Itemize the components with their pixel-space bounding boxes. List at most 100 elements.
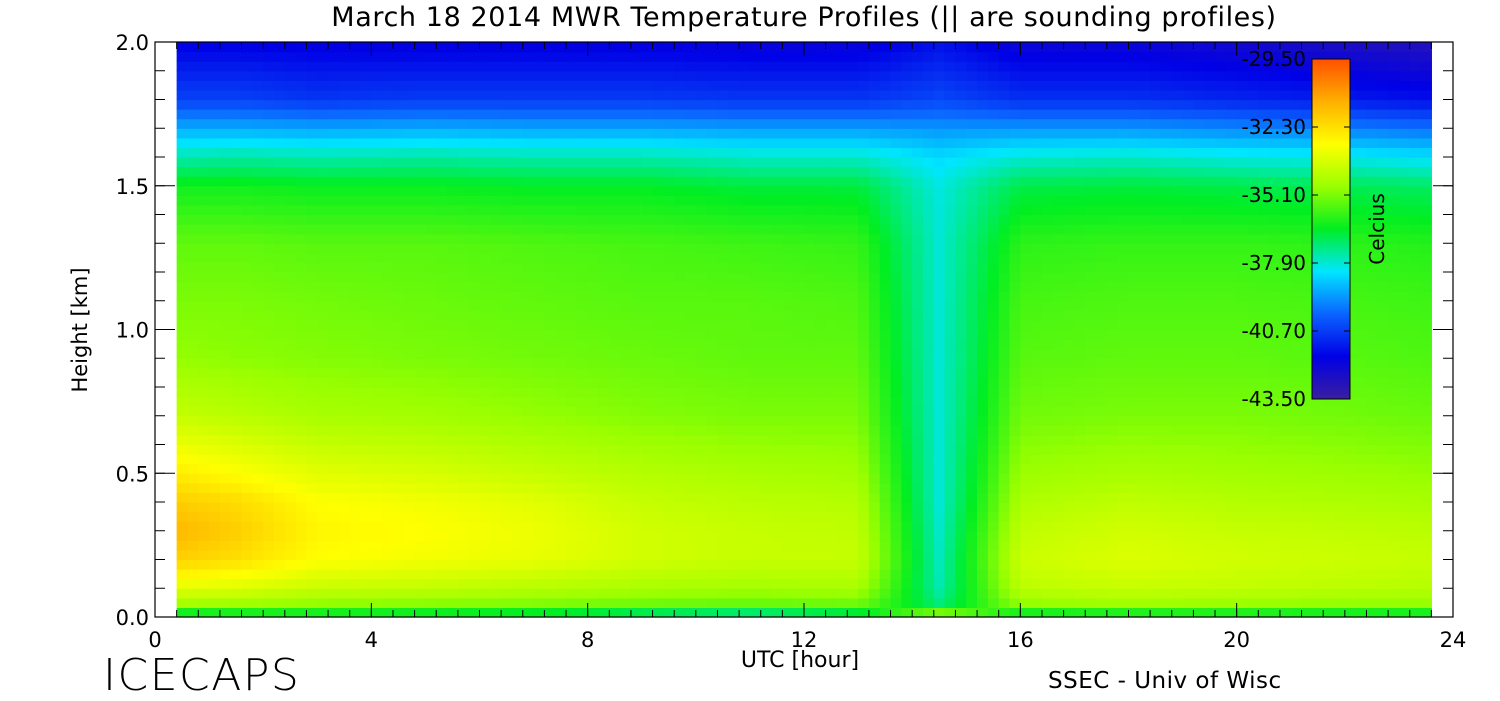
heatmap-cell [469,128,480,138]
heatmap-cell [923,138,934,148]
heatmap-cell [436,435,447,445]
heatmap-cell [696,560,707,570]
heatmap-cell [231,253,242,263]
heatmap-cell [480,473,491,483]
heatmap-cell [1020,435,1031,445]
heatmap-cell [371,253,382,263]
heatmap-cell [566,579,577,589]
heatmap-cell [512,550,523,560]
heatmap-cell [1010,109,1021,119]
heatmap-cell [209,540,220,550]
heatmap-cell [371,579,382,589]
heatmap-cell [350,598,361,608]
heatmap-cell [285,205,296,215]
heatmap-cell [534,186,545,196]
heatmap-cell [923,330,934,340]
heatmap-cell [696,205,707,215]
heatmap-cell [945,454,956,464]
heatmap-cell [598,138,609,148]
heatmap-cell [177,147,188,157]
heatmap-cell [187,512,198,522]
heatmap-cell [977,368,988,378]
heatmap-cell [945,157,956,167]
heatmap-cell [187,607,198,617]
heatmap-cell [480,128,491,138]
heatmap-cell [966,607,977,617]
heatmap-cell [804,464,815,474]
heatmap-cell [577,138,588,148]
heatmap-cell [1064,607,1075,617]
heatmap-cell [371,531,382,541]
heatmap-cell [772,147,783,157]
heatmap-cell [371,234,382,244]
heatmap-cell [577,416,588,426]
heatmap-cell [350,80,361,90]
heatmap-cell [1031,301,1042,311]
heatmap-cell [393,349,404,359]
heatmap-cell [620,454,631,464]
heatmap-cell [306,387,317,397]
heatmap-cell [501,215,512,225]
heatmap-cell [490,435,501,445]
heatmap-cell [847,90,858,100]
heatmap-cell [977,119,988,129]
heatmap-cell [934,167,945,177]
heatmap-cell [393,579,404,589]
heatmap-cell [220,560,231,570]
heatmap-cell [804,377,815,387]
heatmap-cell [696,387,707,397]
heatmap-cell [620,301,631,311]
heatmap-cell [317,147,328,157]
heatmap-cell [588,234,599,244]
heatmap-cell [750,253,761,263]
heatmap-cell [436,330,447,340]
heatmap-cell [707,167,718,177]
heatmap-cell [977,176,988,186]
heatmap-cell [1064,425,1075,435]
heatmap-cell [663,100,674,110]
heatmap-cell [339,330,350,340]
heatmap-cell [274,330,285,340]
heatmap-cell [999,540,1010,550]
heatmap-cell [901,607,912,617]
heatmap-cell [209,52,220,62]
heatmap-cell [653,138,664,148]
heatmap-cell [177,540,188,550]
heatmap-cell [966,167,977,177]
heatmap-cell [242,435,253,445]
heatmap-cell [620,550,631,560]
heatmap-cell [858,473,869,483]
heatmap-cell [815,262,826,272]
heatmap-cell [631,531,642,541]
heatmap-cell [988,301,999,311]
heatmap-cell [955,435,966,445]
heatmap-cell [425,42,436,52]
heatmap-cell [761,80,772,90]
heatmap-cell [901,224,912,234]
heatmap-cell [977,579,988,589]
heatmap-cell [707,598,718,608]
heatmap-cell [1042,358,1053,368]
heatmap-cell [566,157,577,167]
heatmap-cell [804,425,815,435]
heatmap-cell [588,368,599,378]
heatmap-cell [934,100,945,110]
heatmap-cell [469,61,480,71]
heatmap-cell [480,454,491,464]
heatmap-cell [177,454,188,464]
heatmap-cell [415,387,426,397]
heatmap-cell [955,109,966,119]
heatmap-cell [739,310,750,320]
heatmap-cell [955,147,966,157]
heatmap-cell [609,425,620,435]
heatmap-cell [242,473,253,483]
heatmap-cell [772,272,783,282]
heatmap-cell [912,579,923,589]
heatmap-cell [696,282,707,292]
heatmap-cell [836,349,847,359]
heatmap-cell [404,282,415,292]
heatmap-cell [772,483,783,493]
heatmap-cell [555,90,566,100]
heatmap-cell [988,176,999,186]
heatmap-cell [1042,52,1053,62]
